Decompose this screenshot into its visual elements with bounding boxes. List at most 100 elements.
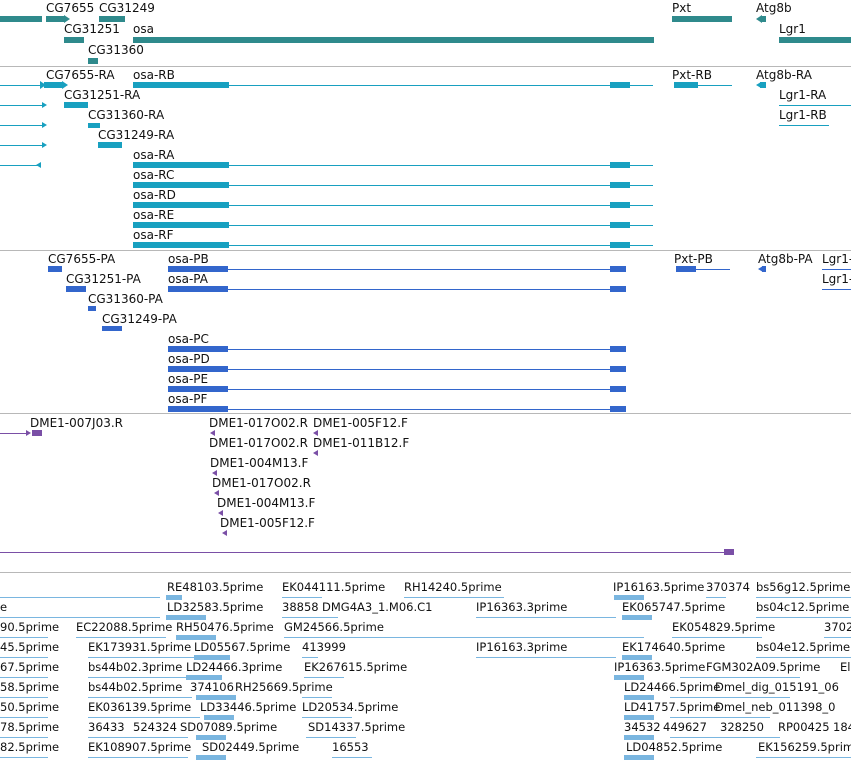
protein-feature[interactable] [102,326,122,331]
est-label[interactable]: 449627 [663,720,707,734]
clone-label[interactable]: DME1-017O02.R [209,416,308,430]
est-label[interactable]: LD24466.3prime [186,660,283,674]
clone-label[interactable]: DME1-011B12.F [313,436,410,450]
est-label[interactable]: LD32583.5prime [167,600,264,614]
est-feature[interactable] [624,715,654,720]
transcript-feature[interactable] [760,82,766,88]
gene-label[interactable]: CG31251 [64,22,120,36]
est-label[interactable]: 58.5prime [0,680,60,694]
clone-label[interactable]: DME1-005F12.F [220,516,315,530]
est-feature[interactable] [196,755,226,760]
est-label[interactable]: LD20534.5prime [302,700,399,714]
transcript-label[interactable]: Pxt-RB [672,68,712,82]
gene-feature[interactable] [46,16,64,22]
est-label[interactable]: EK036139.5prime [88,700,192,714]
protein-label[interactable]: Lgr1- [822,272,851,286]
est-label[interactable]: RH14240.5prime [404,580,502,594]
est-feature[interactable] [624,695,654,700]
transcript-feature[interactable] [610,162,630,168]
est-label[interactable]: 50.5prime [0,700,60,714]
transcript-feature[interactable] [610,182,630,188]
protein-feature[interactable] [168,286,228,292]
est-feature[interactable] [204,715,234,720]
est-label[interactable]: Dmel_neb_011398_0 [715,700,836,714]
est-feature[interactable] [186,675,222,680]
transcript-feature[interactable] [133,162,229,168]
protein-feature[interactable] [610,366,626,372]
est-label[interactable]: EC22088.5prime [76,620,173,634]
protein-label[interactable]: Pxt-PB [674,252,713,266]
est-label[interactable]: EK108907.5prime [88,740,192,754]
est-label[interactable]: LD41757.5prime [624,700,721,714]
protein-feature[interactable] [168,366,228,372]
protein-label[interactable]: osa-PA [168,272,208,286]
transcript-label[interactable]: osa-RE [133,208,175,222]
transcript-feature[interactable] [133,182,229,188]
protein-label[interactable]: CG31249-PA [102,312,177,326]
est-label[interactable]: bs44b02.5prime [88,680,183,694]
protein-feature[interactable] [168,406,228,412]
gene-feature[interactable] [99,16,125,22]
est-label[interactable]: EK054829.5prime [672,620,776,634]
est-label[interactable]: 78.5prime [0,720,60,734]
transcript-feature[interactable] [610,82,630,88]
est-label[interactable]: bs04c12.5prime [756,600,850,614]
clone-label[interactable]: DME1-004M13.F [210,456,309,470]
clone-feature[interactable] [724,549,734,555]
est-label[interactable]: EK173931.5prime [88,640,192,654]
protein-feature[interactable] [168,346,228,352]
protein-feature[interactable] [610,386,626,392]
gene-feature[interactable] [64,37,84,43]
gene-feature[interactable] [88,58,98,64]
transcript-feature[interactable] [133,82,229,88]
transcript-label[interactable]: CG7655-RA [46,68,115,82]
gene-feature[interactable] [779,37,851,43]
est-label[interactable]: EK174640.5prime [622,640,726,654]
protein-feature[interactable] [610,346,626,352]
transcript-label[interactable]: osa-RA [133,148,175,162]
est-label[interactable]: 374106 [190,680,234,694]
est-label[interactable]: bs44b02.3prime [88,660,183,674]
est-label[interactable]: IP16163.3prime [476,640,568,654]
est-label[interactable]: RH50476.5prime [176,620,274,634]
transcript-feature[interactable] [44,82,62,88]
est-label[interactable]: 82.5prime [0,740,60,754]
gene-feature[interactable] [672,16,732,22]
est-label[interactable]: SD02449.5prime [202,740,300,754]
est-label[interactable]: EK156259.5prime [758,740,851,754]
est-label[interactable]: RH25669.5prime [235,680,333,694]
est-feature[interactable] [622,615,652,620]
transcript-feature[interactable] [133,242,229,248]
est-label[interactable]: 3702 [824,620,851,634]
transcript-label[interactable]: Lgr1-RA [779,88,827,102]
est-feature[interactable] [166,595,182,600]
est-label[interactable]: LD24466.5prime [624,680,721,694]
gene-label[interactable]: Lgr1 [779,22,806,36]
protein-feature[interactable] [88,306,96,311]
transcript-feature[interactable] [133,222,229,228]
clone-label[interactable]: DME1-017O02.R [212,476,311,490]
est-label[interactable]: LD04852.5prime [626,740,723,754]
protein-feature[interactable] [610,286,626,292]
est-label[interactable]: IP16363.3prime [476,600,568,614]
est-label[interactable]: EK267615.5prime [304,660,408,674]
est-feature[interactable] [624,755,654,760]
clone-label[interactable]: DME1-005F12.F [313,416,408,430]
est-label[interactable]: 67.5prime [0,660,60,674]
est-label[interactable]: EK065747.5prime [622,600,726,614]
est-feature[interactable] [166,615,206,620]
clone-label[interactable]: DME1-007J03.R [30,416,124,430]
protein-feature[interactable] [762,266,766,272]
protein-label[interactable]: osa-PC [168,332,209,346]
transcript-feature[interactable] [610,202,630,208]
transcript-label[interactable]: osa-RB [133,68,175,82]
est-label[interactable]: 34532 [624,720,661,734]
gene-label[interactable]: CG7655 [46,1,95,15]
est-label[interactable]: El [840,660,851,674]
protein-feature[interactable] [610,266,626,272]
est-feature[interactable] [196,735,226,740]
est-feature[interactable] [622,655,652,660]
protein-feature[interactable] [48,266,62,272]
transcript-label[interactable]: Atg8b-RA [756,68,812,82]
est-label[interactable]: RE48103.5prime [167,580,264,594]
